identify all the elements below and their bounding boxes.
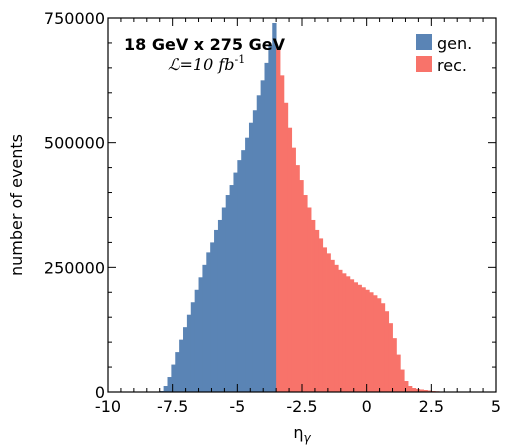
y-tick-label: 0 <box>95 383 105 402</box>
y-tick-label: 750000 <box>44 9 105 28</box>
x-tick-label: -2.5 <box>286 397 317 416</box>
histogram-bin <box>233 172 238 392</box>
histogram-bin <box>365 289 370 392</box>
histogram-bin <box>295 165 300 392</box>
histogram-bin <box>221 207 227 392</box>
histogram-bin <box>214 229 219 392</box>
legend-label-gen: gen. <box>437 34 472 53</box>
histogram-bin <box>256 95 262 392</box>
y-tick-label: 250000 <box>44 258 105 277</box>
histogram-bin <box>408 386 413 392</box>
histogram-bin <box>388 323 393 392</box>
histogram-bin <box>303 195 308 392</box>
histogram-bin <box>268 45 273 392</box>
histogram-bin <box>353 282 359 392</box>
histogram-bin <box>349 279 355 392</box>
histogram-bin <box>276 47 281 393</box>
histogram-bin <box>423 390 428 392</box>
histogram-bin <box>334 264 339 392</box>
y-axis-ticks: 0 250000 500000 750000 <box>44 9 496 402</box>
histogram-bin <box>245 137 250 392</box>
x-tick-label: 2.5 <box>419 397 444 416</box>
histogram-bin <box>237 160 242 392</box>
annotation-energy: 18 GeV x 275 GeV <box>124 35 286 54</box>
histogram-bin <box>175 352 180 392</box>
histogram-bin <box>183 327 188 392</box>
histogram-bin <box>311 219 316 392</box>
histogram-bin <box>330 259 335 392</box>
histogram-bin <box>338 269 343 392</box>
legend-swatch-rec <box>416 56 432 72</box>
histogram-bin <box>202 264 207 392</box>
histogram-bin <box>400 369 405 392</box>
x-tick-label: -7.5 <box>157 397 188 416</box>
x-tick-label: 5 <box>491 397 501 416</box>
x-axis-ticks: -10 -7.5 -5 -2.5 0 2.5 5 <box>95 18 501 416</box>
histogram-bin <box>260 80 265 392</box>
x-tick-label: 0 <box>362 397 372 416</box>
histogram-bin <box>342 273 347 392</box>
histogram-bin <box>380 303 386 392</box>
series-gen <box>159 22 277 393</box>
histogram-bin <box>322 247 327 392</box>
histogram-bin <box>229 185 234 392</box>
histogram-bin <box>318 238 324 392</box>
histogram-bin <box>225 195 230 392</box>
histogram-bin <box>377 298 382 392</box>
histogram-bin <box>291 147 296 392</box>
histogram-bin <box>194 289 199 392</box>
histogram-bin <box>287 127 293 392</box>
histogram-bin <box>373 295 378 392</box>
histogram-bin <box>369 292 374 392</box>
histogram-bin <box>217 219 223 392</box>
histogram-bin <box>411 388 417 392</box>
histogram-bin <box>307 207 312 392</box>
series-rec <box>276 47 444 393</box>
histogram-bars <box>159 22 444 393</box>
histogram-bin <box>404 381 409 392</box>
histogram-bin <box>384 311 390 392</box>
histogram-bin <box>419 389 424 392</box>
histogram-bin <box>392 338 397 392</box>
histogram-bin <box>186 314 192 392</box>
legend-swatch-gen <box>416 34 432 50</box>
histogram-bin <box>210 242 215 392</box>
histogram-bin <box>171 364 176 392</box>
histogram-bin <box>252 110 258 393</box>
histogram-bin <box>283 102 289 393</box>
histogram-bin <box>241 150 246 392</box>
histogram-bin <box>167 377 172 392</box>
x-axis-title: ηγ <box>293 423 311 445</box>
histogram-bin <box>396 354 401 392</box>
histogram-bin <box>357 284 362 392</box>
x-tick-label: -5 <box>229 397 245 416</box>
histogram-bin <box>206 252 211 392</box>
histogram-bin <box>248 122 254 392</box>
histogram-bin <box>179 339 184 392</box>
histogram-bin <box>264 62 269 392</box>
legend: gen. rec. <box>416 34 472 75</box>
histogram-bin <box>345 276 351 392</box>
histogram-bin <box>198 277 203 392</box>
histogram-bin <box>361 287 366 392</box>
histogram-bin <box>299 180 304 392</box>
histogram-bin <box>326 253 331 392</box>
histogram-bin <box>280 75 285 392</box>
histogram-bin <box>163 386 168 392</box>
annotation-luminosity: ℒ=10 fb-1 <box>168 53 245 74</box>
x-tick-label: -10 <box>95 397 121 416</box>
histogram-bin <box>272 22 277 393</box>
y-tick-label: 500000 <box>44 134 105 153</box>
y-axis-title: number of events <box>7 134 26 276</box>
histogram-bin <box>190 302 196 392</box>
legend-label-rec: rec. <box>437 56 467 75</box>
histogram-bin <box>427 390 432 392</box>
histogram-bin <box>314 229 320 392</box>
